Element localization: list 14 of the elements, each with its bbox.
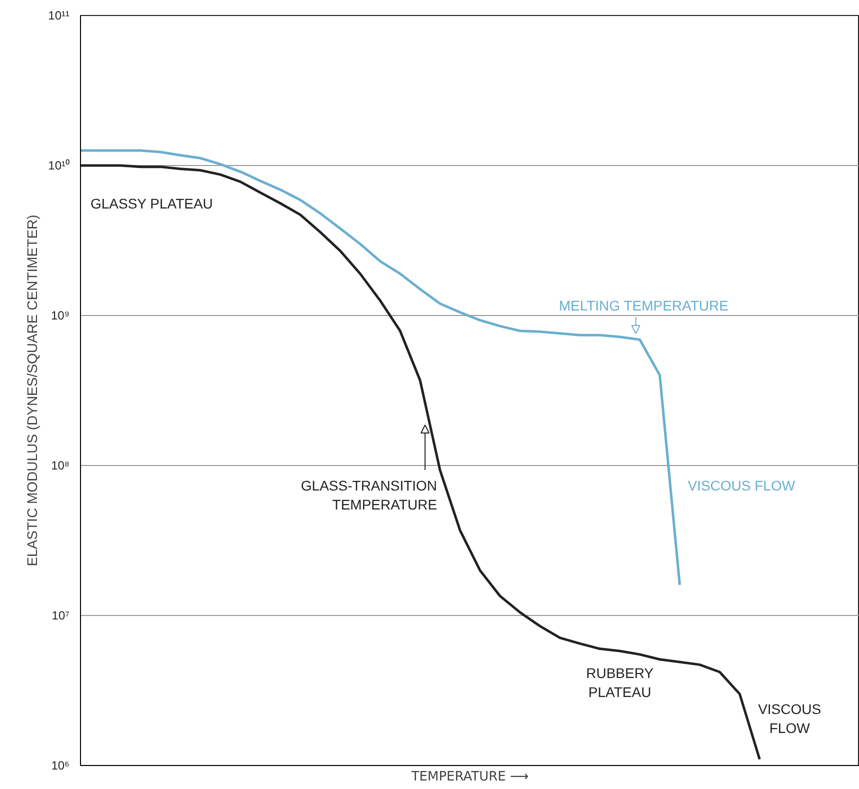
y-tick-label: 10⁸: [51, 458, 70, 472]
y-tick-label: 10⁷: [52, 608, 70, 622]
annotation: VISCOUS FLOW: [688, 478, 796, 494]
y-tick-label: 10¹¹: [48, 8, 70, 22]
y-tick-label: 10⁶: [51, 758, 70, 772]
annotation: VISCOUS FLOW: [758, 701, 822, 736]
y-axis-title: ELASTIC MODULUS (DYNES/SQUARE CENTIMETER): [24, 214, 40, 566]
annotation: GLASSY PLATEAU: [90, 196, 213, 212]
annotation: MELTING TEMPERATURE: [558, 298, 728, 314]
y-tick-label: 10¹⁰: [48, 158, 70, 172]
y-tick-label: 10⁹: [51, 308, 70, 322]
annotation: GLASS-TRANSITION TEMPERATURE: [300, 478, 438, 513]
x-axis-title: TEMPERATURE ⟶: [410, 770, 529, 784]
annotation: RUBBERY PLATEAU: [586, 665, 654, 700]
